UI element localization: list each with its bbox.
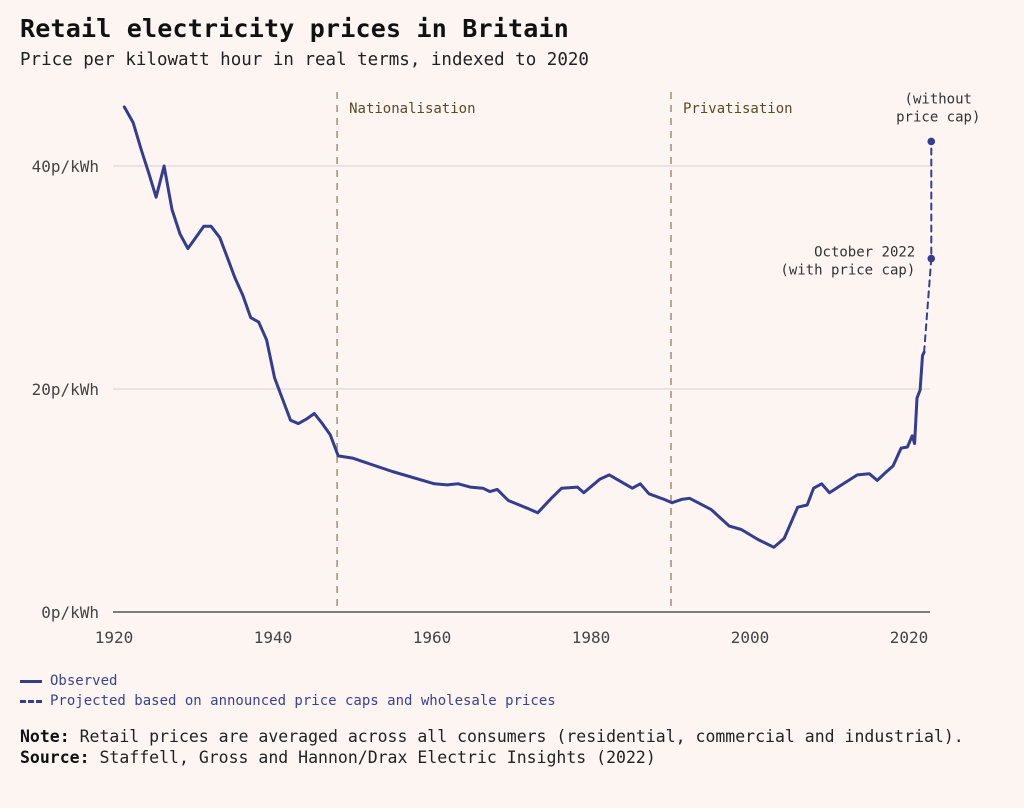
event-label: Nationalisation — [349, 101, 475, 117]
y-tick-label: 40p/kWh — [32, 157, 99, 176]
note-label: Note: — [20, 727, 70, 746]
point-with-cap — [927, 254, 936, 263]
projection-points: October 2022 (with price cap) (without pric… — [780, 91, 980, 278]
point-without-cap — [927, 137, 936, 146]
observed-line — [122, 105, 926, 549]
chart-subtitle: Price per kilowatt hour in real terms, i… — [20, 50, 589, 70]
legend: Observed Projected based on announced pr… — [20, 671, 556, 711]
event-label: Privatisation — [683, 101, 793, 117]
point-label: price cap) — [896, 109, 980, 125]
source-label: Source: — [20, 748, 90, 767]
note: Note: Retail prices are averaged across … — [20, 726, 1010, 747]
legend-label-projected: Projected based on announced price caps … — [50, 693, 556, 709]
point-label: (without — [905, 91, 972, 107]
note-text: Retail prices are averaged across all co… — [69, 727, 964, 746]
footnotes: Note: Retail prices are averaged across … — [20, 726, 1010, 768]
legend-item-projected: Projected based on announced price caps … — [20, 691, 556, 711]
x-tick-label: 1980 — [572, 628, 611, 647]
source-text: Staffell, Gross and Hannon/Drax Electric… — [89, 748, 656, 767]
series-lines — [122, 105, 933, 549]
event-markers: Nationalisation Privatisation — [336, 92, 793, 612]
gridlines — [113, 165, 930, 390]
point-label: (with price cap) — [780, 263, 915, 279]
solid-line-swatch-icon — [20, 679, 42, 683]
legend-label-observed: Observed — [50, 673, 118, 689]
point-label: October 2022 — [814, 245, 915, 261]
legend-item-observed: Observed — [20, 671, 556, 691]
dashed-line-swatch-icon — [20, 699, 42, 703]
x-tick-label: 1940 — [254, 628, 293, 647]
y-tick-label: 20p/kWh — [32, 380, 99, 399]
x-axis-ticks: 1920 1940 1960 1980 2000 2020 — [95, 628, 929, 647]
x-tick-label: 2000 — [731, 628, 770, 647]
source: Source: Staffell, Gross and Hannon/Drax … — [20, 747, 1010, 768]
x-tick-label: 2020 — [890, 628, 929, 647]
line-chart: Nationalisation Privatisation 0p/kWh 20p/k… — [32, 91, 981, 647]
chart-title: Retail electricity prices in Britain — [20, 14, 570, 43]
x-tick-label: 1920 — [95, 628, 134, 647]
x-tick-label: 1960 — [413, 628, 452, 647]
projected-line — [923, 140, 933, 354]
y-axis-ticks: 0p/kWh 20p/kWh 40p/kWh — [32, 157, 99, 622]
y-tick-label: 0p/kWh — [41, 603, 99, 622]
